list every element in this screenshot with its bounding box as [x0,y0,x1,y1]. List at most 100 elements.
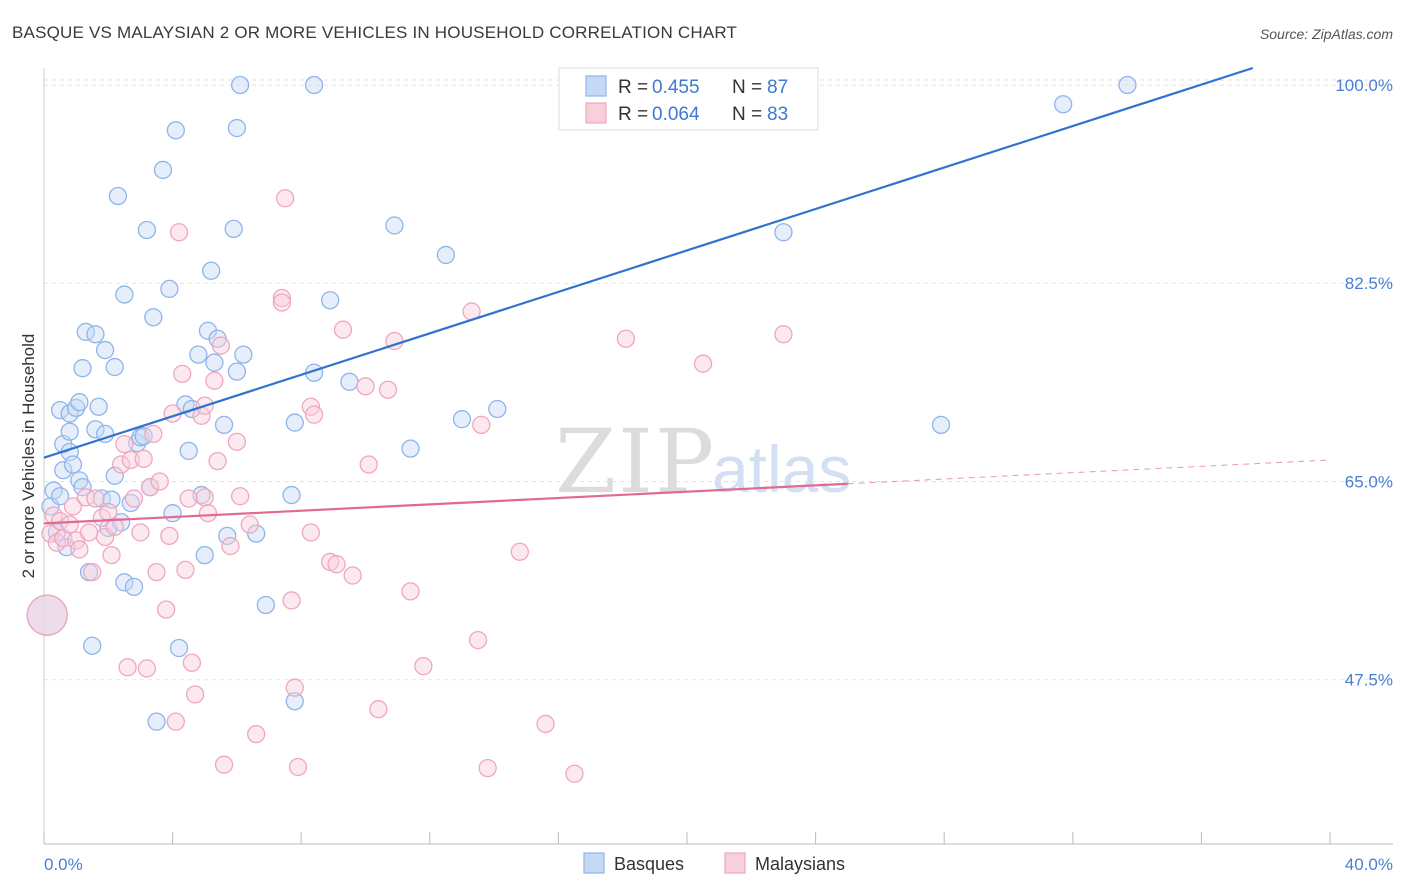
basque-point-75 [401,439,420,458]
malaysian-point-5 [60,515,79,534]
basque-point-60 [224,219,243,239]
legend-swatch-malaysians [585,102,607,124]
basque-point-36 [128,433,147,453]
basque-point-53 [195,545,214,565]
basque-point-43 [153,160,173,180]
basque-point-35 [124,577,144,596]
malaysian-point-20 [118,658,137,677]
basque-point-58 [214,415,234,434]
malaysian-point-72 [414,656,433,676]
malaysian-point-77 [510,542,529,561]
basque-point-68 [285,413,304,432]
y-tick-label-65: 65.0% [1345,472,1393,491]
basque-point-65 [247,524,266,543]
basque-point-6 [54,461,73,480]
malaysian-point-12 [86,489,105,508]
basque-point-24 [95,424,115,444]
malaysian-point-38 [182,653,202,672]
watermark-atlas: atlas [712,432,851,506]
malaysian-point-24 [134,449,153,468]
legend-n-value-basques: 87 [767,77,788,98]
basque-point-20 [86,325,105,344]
malaysian-point-54 [272,293,292,312]
basque-point-83 [1118,75,1137,95]
grid-lines [44,79,1393,681]
basque-point-56 [205,353,224,372]
legend-r-label-basques: R = [618,77,648,98]
malaysian-point-8 [70,540,89,559]
malaysian-point-67 [359,455,378,474]
stats-legend: R = 0.455 N = 87 R = 0.064 N = 83 [558,67,819,131]
basque-point-22 [89,397,108,416]
basque-point-21 [86,420,105,439]
malaysian-point-27 [144,424,163,444]
basque-point-63 [230,75,250,95]
basque-point-64 [234,345,253,364]
malaysian-point-30 [157,600,176,619]
basque-point-49 [179,441,198,461]
basque-point-19 [83,636,102,655]
malaysian-point-74 [468,630,488,650]
basque-point-42 [147,712,166,731]
basque-point-8 [60,422,79,441]
basque-point-16 [73,359,92,378]
malaysian-point-80 [616,329,636,348]
legend-n-value-malaysians: 83 [767,104,788,125]
basque-point-30 [108,186,128,206]
malaysian-point-9 [76,488,95,507]
malaysian-point-55 [275,189,295,208]
malaysian-point-31 [160,526,179,546]
axes [43,68,1393,845]
malaysian-point-61 [301,523,320,542]
malaysian-point-51 [240,515,259,534]
malaysian-point-64 [333,320,353,339]
legend-r-value-malaysians: 0.064 [652,104,700,125]
bottom-legend-swatch-basques [583,852,605,874]
basque-point-70 [304,75,324,95]
basque-point-3 [50,487,70,506]
y-tick-label-100: 100.0% [1335,76,1393,95]
malaysian-trend-line [43,482,848,525]
basque-point-12 [67,398,86,418]
basque-point-47 [169,638,189,658]
basque-trend-line [43,66,1254,459]
series-malaysians-points [26,189,793,783]
legend-n-label-malaysians: N = [732,104,762,125]
malaysian-point-37 [179,489,198,508]
malaysian-point-49 [227,432,247,451]
malaysian-point-75 [472,415,491,434]
basque-point-51 [189,345,208,364]
malaysian-trend-extension [847,459,1331,485]
malaysian-point-60 [304,405,324,424]
malaysian-point-36 [176,560,195,580]
basque-point-69 [285,692,304,711]
legend-swatch-basques [585,75,607,97]
y-axis-label: 2 or more Vehicles in Household [19,334,38,579]
chart-source: Source: ZipAtlas.com [1260,26,1393,42]
bottom-legend-label-malaysians: Malaysians [755,854,845,874]
basque-point-39 [137,220,157,240]
watermark: ZIP atlas [555,410,851,513]
basque-point-29 [105,357,124,377]
malaysian-point-26 [140,478,160,497]
malaysian-point-63 [327,555,346,574]
malaysian-point-33 [166,712,185,731]
basque-point-59 [218,526,237,546]
x-tick-label-min: 0.0% [44,855,83,874]
malaysian-point-35 [173,364,192,384]
basque-point-13 [70,393,89,412]
malaysian-point-25 [137,659,157,678]
y-tick-label-82-5: 82.5% [1345,274,1393,293]
basque-point-45 [163,504,182,523]
malaysian-point-47 [214,755,234,774]
malaysian-point-6 [63,497,83,516]
malaysian-point-53 [272,288,292,308]
malaysian-point-83 [26,594,68,636]
malaysian-point-58 [288,757,308,777]
x-axis-ticks [43,832,1331,844]
basque-point-66 [256,595,275,615]
malaysian-point-81 [693,354,713,373]
malaysian-point-19 [115,434,134,454]
basque-point-62 [227,118,247,138]
